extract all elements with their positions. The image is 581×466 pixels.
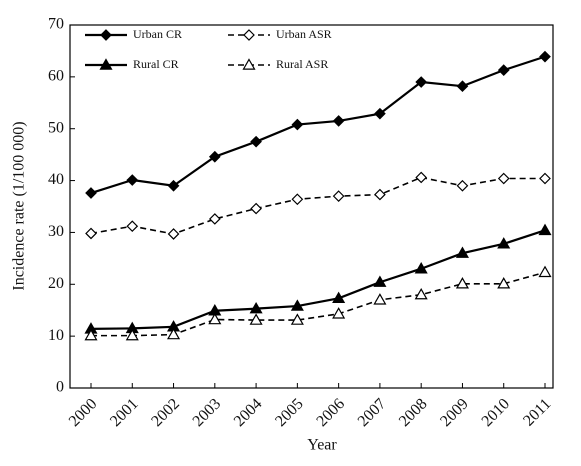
marker (332, 190, 345, 202)
x-tick-label: 2000 (66, 395, 101, 430)
y-tick-label: 0 (56, 379, 64, 396)
marker (291, 193, 304, 206)
marker (332, 291, 346, 304)
marker (539, 172, 551, 185)
marker (167, 179, 180, 192)
marker (126, 220, 139, 233)
marker (167, 228, 180, 240)
y-tick-label: 10 (48, 327, 64, 344)
marker (85, 227, 97, 240)
x-tick-label: 2002 (148, 395, 183, 430)
x-tick-label: 2011 (520, 395, 554, 429)
marker (456, 179, 469, 192)
marker (539, 50, 551, 63)
marker (373, 293, 387, 305)
marker (455, 246, 469, 258)
x-tick-label: 2003 (190, 395, 225, 430)
y-tick-label: 50 (48, 119, 64, 136)
legend-label: Urban CR (133, 27, 182, 41)
marker (332, 115, 345, 127)
marker (374, 188, 386, 201)
legend-label: Urban ASR (276, 27, 332, 41)
marker (208, 312, 222, 325)
marker (290, 313, 304, 325)
marker (538, 265, 552, 278)
marker (126, 174, 139, 186)
y-axis-label: Incidence rate (1/100 000) (11, 121, 28, 290)
marker (497, 64, 510, 76)
legend-marker (99, 58, 113, 70)
marker (455, 277, 469, 289)
marker (414, 287, 428, 300)
x-tick-label: 2010 (479, 395, 514, 430)
x-tick-label: 2005 (272, 395, 307, 430)
marker (250, 202, 262, 215)
legend-marker (100, 29, 112, 41)
series-line (91, 271, 546, 337)
series-line (90, 55, 546, 195)
marker (538, 223, 552, 236)
y-tick-label: 30 (48, 223, 64, 240)
marker (84, 328, 98, 341)
marker (125, 328, 139, 341)
series-line (90, 176, 545, 235)
marker (414, 262, 428, 274)
plot-frame (69, 24, 554, 389)
marker (208, 213, 221, 225)
y-tick-label: 60 (48, 68, 64, 85)
marker (415, 76, 428, 88)
marker (332, 307, 346, 319)
marker (167, 327, 181, 340)
marker (85, 187, 97, 199)
legend-marker (243, 29, 255, 41)
x-axis-label: Year (307, 437, 337, 454)
marker (415, 171, 428, 184)
legend-marker (242, 58, 256, 70)
marker (290, 299, 304, 311)
y-tick-label: 70 (48, 16, 64, 33)
marker (291, 118, 304, 131)
y-tick-label: 40 (48, 171, 64, 188)
marker (497, 172, 510, 185)
x-tick-label: 2006 (313, 395, 348, 430)
marker (373, 275, 387, 287)
marker (208, 150, 221, 163)
x-tick-label: 2004 (231, 395, 266, 430)
marker (250, 135, 262, 148)
marker (249, 301, 263, 314)
y-tick-label: 20 (48, 275, 64, 292)
marker (497, 237, 511, 249)
x-tick-label: 2008 (396, 395, 431, 430)
legend-label: Rural CR (133, 57, 179, 71)
series-line (90, 229, 546, 330)
marker (497, 277, 511, 289)
x-tick-label: 2009 (437, 395, 472, 430)
x-tick-label: 2001 (107, 395, 142, 430)
x-tick-label: 2007 (355, 395, 390, 430)
marker (249, 313, 263, 325)
marker (374, 107, 386, 120)
legend-label: Rural ASR (276, 57, 328, 71)
marker (456, 80, 469, 93)
